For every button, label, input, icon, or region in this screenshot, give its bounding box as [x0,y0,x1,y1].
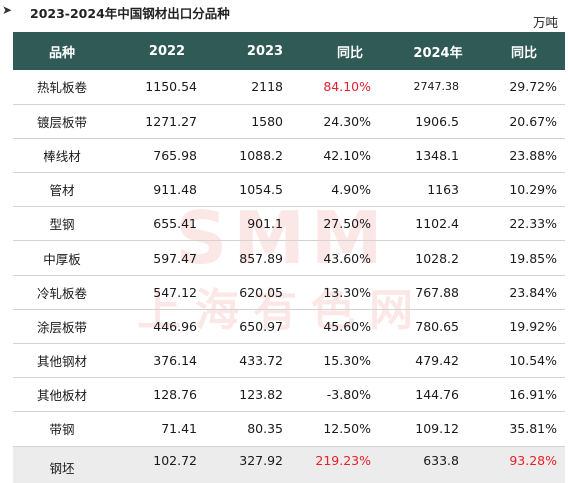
cell-category: 镀层板带 [36,114,87,130]
table-row: 中厚板 597.47 857.89 43.60% 1028.2 19.85% [13,241,565,276]
cell-yoy-2024: 19.92% [509,318,557,334]
cell-yoy-2024: 19.85% [509,250,557,266]
cell-2022: 765.98 [153,147,197,163]
table-row: 棒线材 765.98 1088.2 42.10% 1348.1 23.88% [13,138,565,173]
cell-2022: 1150.54 [145,79,197,95]
cell-yoy-2024: 23.88% [509,147,557,163]
cell-2022: 1271.27 [145,113,197,129]
cell-category: 其他钢材 [36,354,87,370]
cell-yoy-2023: 15.30% [323,353,371,369]
cell-yoy-2024: 35.81% [509,421,557,437]
cell-2024: 1348.1 [415,147,459,163]
cell-category: 其他板材 [36,388,87,404]
table-row: 管材 911.48 1054.5 4.90% 1163 10.29% [13,173,565,207]
unit-label: 万吨 [532,15,558,30]
cell-yoy-2023: 45.60% [323,318,371,334]
cell-2024: 144.76 [415,387,459,403]
table-row: 涂层板带 446.96 650.97 45.60% 780.65 19.92% [13,309,565,344]
cell-2023: 327.92 [239,452,283,468]
cell-2023: 857.89 [239,250,283,266]
cell-2023: 123.82 [239,387,283,403]
cell-yoy-2024: 93.28% [509,452,557,468]
cell-category: 管材 [49,183,75,199]
cell-yoy-2024: 16.91% [509,387,557,403]
cell-2024: 1028.2 [415,250,459,266]
cell-2023: 433.72 [239,353,283,369]
cell-yoy-2023: 4.90% [331,182,371,198]
cell-category: 涂层板带 [36,319,87,335]
cell-category: 冷轧板卷 [36,285,87,301]
table-row: 热轧板卷 1150.54 2118 84.10% 2747.38 29.72% [13,70,565,105]
header-2022: 2022 [148,43,186,59]
cell-yoy-2023: 12.50% [323,421,371,437]
cell-2024: 1906.5 [415,113,459,129]
cell-2022: 911.48 [153,182,197,198]
cell-category: 棒线材 [43,148,81,164]
cell-category: 带钢 [49,422,75,438]
header-2024: 2024年 [413,45,463,61]
header-yoy-2024: 同比 [510,45,537,61]
cell-2023: 2118 [251,79,283,95]
cell-yoy-2023: 42.10% [323,147,371,163]
cell-2024: 633.8 [423,452,459,468]
table-row: 型钢 655.41 901.1 27.50% 1102.4 22.33% [13,207,565,241]
cell-2024: 780.65 [415,318,459,334]
cell-yoy-2023: 219.23% [315,452,371,468]
cell-2024: 109.12 [415,421,459,437]
header-category: 品种 [48,45,75,61]
cell-2022: 446.96 [153,318,197,334]
table-row: 带钢 71.41 80.35 12.50% 109.12 35.81% [13,412,565,447]
cell-2022: 128.76 [153,387,197,403]
cell-2022: 547.12 [153,284,197,300]
cell-2022: 597.47 [153,250,197,266]
cell-yoy-2024: 23.84% [509,284,557,300]
cell-2022: 71.41 [161,421,197,437]
cell-2023: 80.35 [247,421,283,437]
cell-2024: 1102.4 [415,216,459,232]
cell-2023: 1054.5 [239,182,283,198]
cell-2024: 767.88 [415,284,459,300]
cell-yoy-2023: 27.50% [323,216,371,232]
cell-yoy-2023: 84.10% [323,79,371,95]
cell-yoy-2024: 20.67% [509,113,557,129]
cell-yoy-2023: 13.30% [323,284,371,300]
cell-yoy-2024: 10.29% [509,182,557,198]
cell-2022: 376.14 [153,353,197,369]
cell-category: 中厚板 [43,251,81,267]
cell-yoy-2023: 43.60% [323,250,371,266]
cell-yoy-2023: 24.30% [323,113,371,129]
table-row: 其他钢材 376.14 433.72 15.30% 479.42 10.54% [13,344,565,378]
table-row-highlight: 钢坯 102.72 327.92 219.23% 633.8 93.28% [13,446,565,483]
bullet-arrow-icon: ➤ [2,3,13,17]
table-row: 镀层板带 1271.27 1580 24.30% 1906.5 20.67% [13,104,565,139]
cell-2023: 1580 [251,113,283,129]
cell-2023: 1088.2 [239,147,283,163]
cell-2023: 901.1 [247,216,283,232]
cell-category: 钢坯 [49,461,75,477]
table-row: 其他板材 128.76 123.82 -3.80% 144.76 16.91% [13,378,565,412]
cell-2022: 655.41 [153,216,197,232]
cell-yoy-2024: 10.54% [509,353,557,369]
cell-2022: 102.72 [153,452,197,468]
header-yoy-2023: 同比 [336,45,363,61]
table-row: 冷轧板卷 547.12 620.05 13.30% 767.88 23.84% [13,275,565,310]
cell-2024: 479.42 [415,353,459,369]
cell-2023: 620.05 [239,284,283,300]
cell-yoy-2024: 22.33% [509,216,557,232]
cell-2023: 650.97 [239,318,283,334]
table-header-row: 品种 2022 2023 同比 2024年 同比 [13,32,565,70]
header-2023: 2023 [246,43,284,59]
table-title: 2023-2024年中国钢材出口分品种 [30,6,230,21]
title-row: ➤ 2023-2024年中国钢材出口分品种 万吨 [0,0,568,30]
cell-yoy-2023: -3.80% [326,387,371,403]
steel-export-table: 品种 2022 2023 同比 2024年 同比 热轧板卷 1150.54 21… [13,32,565,483]
cell-category: 型钢 [49,217,75,233]
cell-category: 热轧板卷 [36,80,87,96]
cell-2024: 2747.38 [413,80,460,94]
cell-yoy-2024: 29.72% [509,79,557,95]
cell-2024: 1163 [427,182,459,198]
